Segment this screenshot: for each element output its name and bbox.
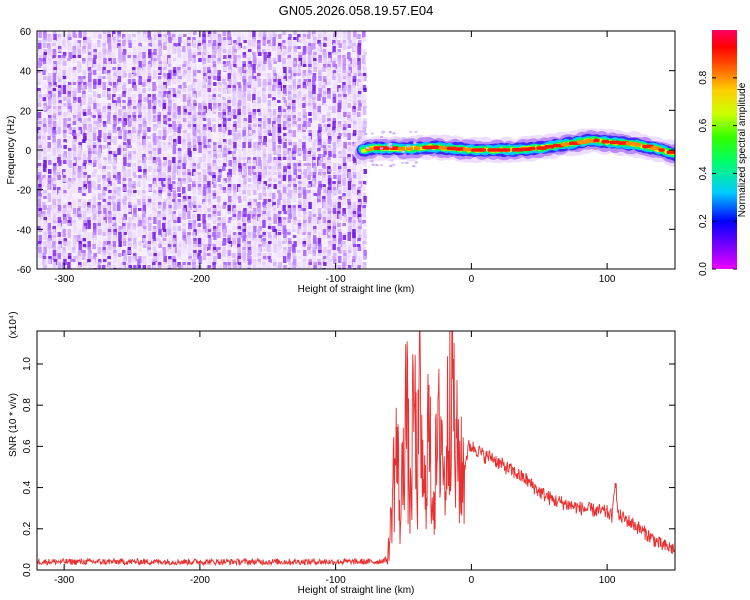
spectrogram-y-tick-label: 40 [20,67,32,78]
spectrogram-x-tick-label: -300 [54,274,74,285]
snr-y-tick-label: 1.0 [22,357,33,371]
spectrogram-x-tick-label: -100 [326,274,346,285]
snr-panel: -300 -200 -100 0 100 0.0 0.2 0.4 0.6 0.8 1.0 Heig… [8,311,676,596]
colorbar-label: Normalized spectral amplitude [737,82,748,217]
colorbar-tick-label: 0.0 [698,262,709,276]
spectrogram-y-tick-label: -40 [17,225,32,236]
spectrogram-y-tick-label: 60 [20,27,32,38]
colorbar-ticks: 0.0 0.2 0.4 0.6 0.8 [698,70,737,276]
spectrogram-y-tick-label: -60 [17,265,32,276]
snr-x-tick-label: 0 [469,575,475,586]
snr-x-tick-label: -100 [326,575,346,586]
snr-x-axis-label: Height of straight line (km) [298,585,415,596]
snr-y-tick-label: 0.4 [22,480,33,494]
frequency-ridge [351,128,675,168]
snr-y-tick-label: 0.6 [22,439,33,453]
colorbar-tick-label: 0.4 [698,166,709,180]
colorbar-tick-label: 0.6 [698,118,709,132]
snr-y-tick-label: 0.2 [22,521,33,535]
colorbar-tick-label: 0.2 [698,214,709,228]
spectrogram-y-ticks: -60 -40 -20 0 20 40 60 [17,27,675,276]
snr-series-line [37,331,675,567]
snr-y-tick-label: 0.8 [22,398,33,412]
spectrogram-x-tick-label: 0 [469,274,475,285]
snr-x-tick-label: -300 [54,575,74,586]
colorbar-tick-label: 0.8 [698,70,709,84]
snr-frame [36,330,676,571]
spectrogram-x-tick-label: -200 [190,274,210,285]
spectrogram-x-ticks: -300 -200 -100 0 100 [54,31,616,285]
colorbar: 0.0 0.2 0.4 0.6 0.8 Normalized spectral ampl… [698,30,748,276]
spectrogram-x-axis-label: Height of straight line (km) [298,284,415,295]
snr-x-tick-label: -200 [190,575,210,586]
noise-region [37,31,367,269]
snr-x-ticks: -300 -200 -100 0 100 [54,331,616,586]
snr-y-ticks: 0.0 0.2 0.4 0.6 0.8 1.0 [22,357,675,577]
snr-y-axis-label: SNR (10 * v/v) [8,393,19,457]
snr-scale-label: (x10⁴) [8,311,19,338]
spectrogram-y-tick-label: 0 [25,146,31,157]
spectrogram-y-axis-label: Frequency (Hz) [6,116,17,185]
snr-x-tick-label: 100 [599,575,616,586]
snr-y-tick-label: 0.0 [22,563,33,577]
spectrogram-x-tick-label: 100 [599,274,616,285]
colorbar-gradient [712,30,737,269]
chart-title: GN05.2026.058.19.57.E04 [279,3,434,18]
spectrogram-y-tick-label: -20 [17,186,32,197]
spectrogram-y-tick-label: 20 [20,106,32,117]
